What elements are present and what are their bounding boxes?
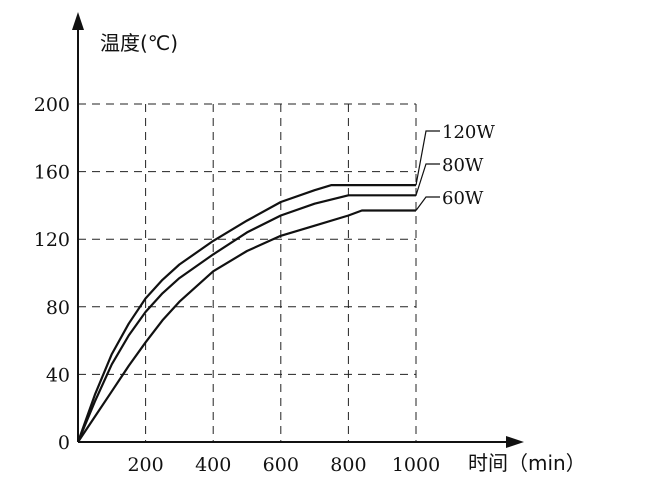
series-leader-line xyxy=(415,163,440,196)
x-tick-label: 400 xyxy=(195,454,231,476)
tick-labels: 0 40 80 120 160 200 200 400 600 800 1000 xyxy=(34,94,440,476)
series-line-120w xyxy=(76,184,416,443)
y-tick-label: 160 xyxy=(34,162,70,184)
x-tick-label: 800 xyxy=(330,454,366,476)
y-tick-label: 0 xyxy=(58,432,70,454)
series xyxy=(76,184,416,443)
grid xyxy=(78,103,417,442)
x-tick-label: 1000 xyxy=(392,454,440,476)
x-tick-label: 200 xyxy=(127,454,163,476)
series-label-80w: 80W xyxy=(442,155,484,176)
series-leader-line xyxy=(415,196,440,211)
series-label-60w: 60W xyxy=(442,188,484,209)
series-line-60w xyxy=(77,209,416,443)
x-axis-label: 时间（min） xyxy=(468,451,586,475)
series-labels: 120W 80W 60W xyxy=(415,122,495,211)
series-leader-line xyxy=(415,130,440,186)
y-axis-arrow-icon xyxy=(72,12,84,30)
y-axis-label: 温度(℃) xyxy=(100,31,178,55)
y-tick-label: 80 xyxy=(46,297,70,319)
axes xyxy=(72,12,524,448)
x-axis-arrow-icon xyxy=(506,436,524,448)
x-tick-label: 600 xyxy=(263,454,299,476)
series-line-80w xyxy=(76,194,416,443)
y-tick-label: 120 xyxy=(34,229,70,251)
y-tick-label: 40 xyxy=(46,364,70,386)
y-tick-label: 200 xyxy=(34,94,70,116)
series-label-120w: 120W xyxy=(442,122,495,143)
